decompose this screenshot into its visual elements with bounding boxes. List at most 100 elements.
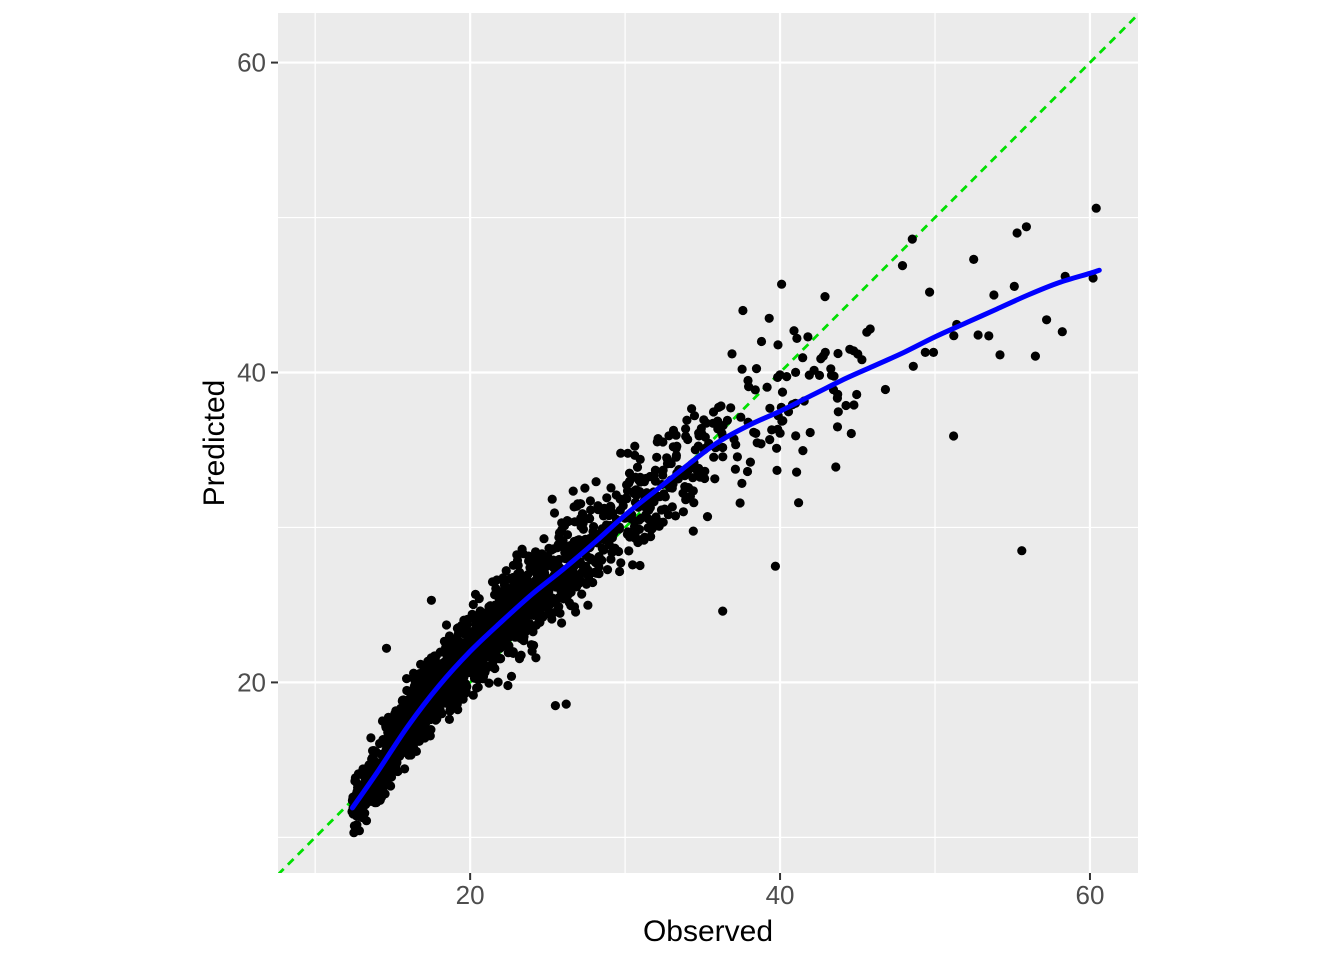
data-point <box>727 349 737 359</box>
data-point <box>652 437 662 447</box>
data-point <box>984 331 994 341</box>
data-point <box>426 595 436 605</box>
data-point <box>682 415 692 425</box>
data-point <box>772 465 782 475</box>
data-point <box>571 607 581 617</box>
data-point <box>577 589 587 599</box>
data-point <box>418 678 428 688</box>
data-point <box>512 627 523 637</box>
data-point <box>920 347 930 357</box>
data-point <box>628 560 638 570</box>
data-point <box>949 431 959 441</box>
data-point <box>602 565 613 575</box>
data-point <box>634 524 645 535</box>
data-point <box>621 493 631 503</box>
data-point <box>743 375 753 386</box>
data-point <box>474 594 484 604</box>
data-point <box>718 442 728 453</box>
data-point <box>440 648 450 658</box>
data-point <box>459 672 469 682</box>
data-point <box>702 511 713 522</box>
data-point <box>441 692 451 702</box>
data-point <box>680 471 690 481</box>
data-point <box>687 404 697 414</box>
data-point <box>445 704 455 715</box>
data-point <box>432 706 442 716</box>
data-point <box>635 560 645 571</box>
data-point <box>391 706 401 716</box>
data-point <box>477 652 487 663</box>
data-point <box>804 370 814 380</box>
data-point <box>777 279 787 289</box>
data-point <box>664 431 674 441</box>
data-point <box>730 464 741 474</box>
data-point <box>718 606 728 616</box>
data-point <box>928 347 939 357</box>
data-point <box>751 364 762 374</box>
data-point <box>414 692 424 702</box>
data-point <box>470 665 480 675</box>
data-point <box>536 600 546 610</box>
data-point <box>547 594 557 604</box>
data-point <box>383 767 393 777</box>
data-point <box>628 530 638 541</box>
data-point <box>623 448 633 458</box>
data-point <box>1021 222 1031 232</box>
data-point <box>738 305 748 316</box>
data-point <box>631 485 641 495</box>
data-point <box>833 407 843 417</box>
data-point <box>805 427 815 438</box>
data-point <box>512 555 523 566</box>
data-point <box>640 532 650 542</box>
data-point <box>368 753 378 763</box>
axis-tick-marks <box>271 61 1091 880</box>
data-point <box>453 705 463 715</box>
data-point <box>415 722 425 732</box>
data-point <box>539 534 549 544</box>
data-point <box>1009 281 1019 291</box>
data-point <box>925 287 935 297</box>
data-point <box>599 544 609 554</box>
data-point <box>833 348 843 359</box>
data-point <box>349 828 359 838</box>
data-point <box>562 530 573 540</box>
data-point <box>1030 351 1040 361</box>
data-point <box>606 502 616 512</box>
data-point <box>606 483 616 493</box>
data-point <box>570 537 581 548</box>
data-point <box>553 604 563 614</box>
data-point <box>726 403 736 413</box>
data-point <box>368 746 378 756</box>
data-point <box>765 435 775 445</box>
data-point <box>690 445 700 455</box>
data-point <box>357 802 367 812</box>
data-point <box>737 478 747 488</box>
data-point <box>469 673 480 683</box>
data-point <box>762 382 772 392</box>
data-point <box>616 558 626 568</box>
data-point <box>696 423 706 434</box>
data-point <box>591 558 601 568</box>
data-point <box>880 384 891 395</box>
data-point <box>791 367 801 377</box>
data-point <box>554 532 564 543</box>
gridlines-major <box>278 13 1138 873</box>
data-point <box>820 347 830 357</box>
data-point <box>429 671 439 681</box>
data-point <box>826 370 837 380</box>
data-point <box>1091 203 1101 213</box>
data-point <box>1017 546 1027 556</box>
data-point <box>406 728 416 738</box>
data-point <box>614 546 624 557</box>
data-point <box>413 736 423 746</box>
data-point <box>671 430 681 440</box>
data-point <box>516 650 526 660</box>
data-point <box>604 510 614 521</box>
data-point <box>502 595 512 605</box>
data-point <box>671 450 682 460</box>
data-point <box>667 502 677 512</box>
smooth-line <box>349 267 1102 811</box>
data-point <box>1012 228 1022 238</box>
data-point <box>689 498 699 508</box>
data-point <box>615 566 625 577</box>
